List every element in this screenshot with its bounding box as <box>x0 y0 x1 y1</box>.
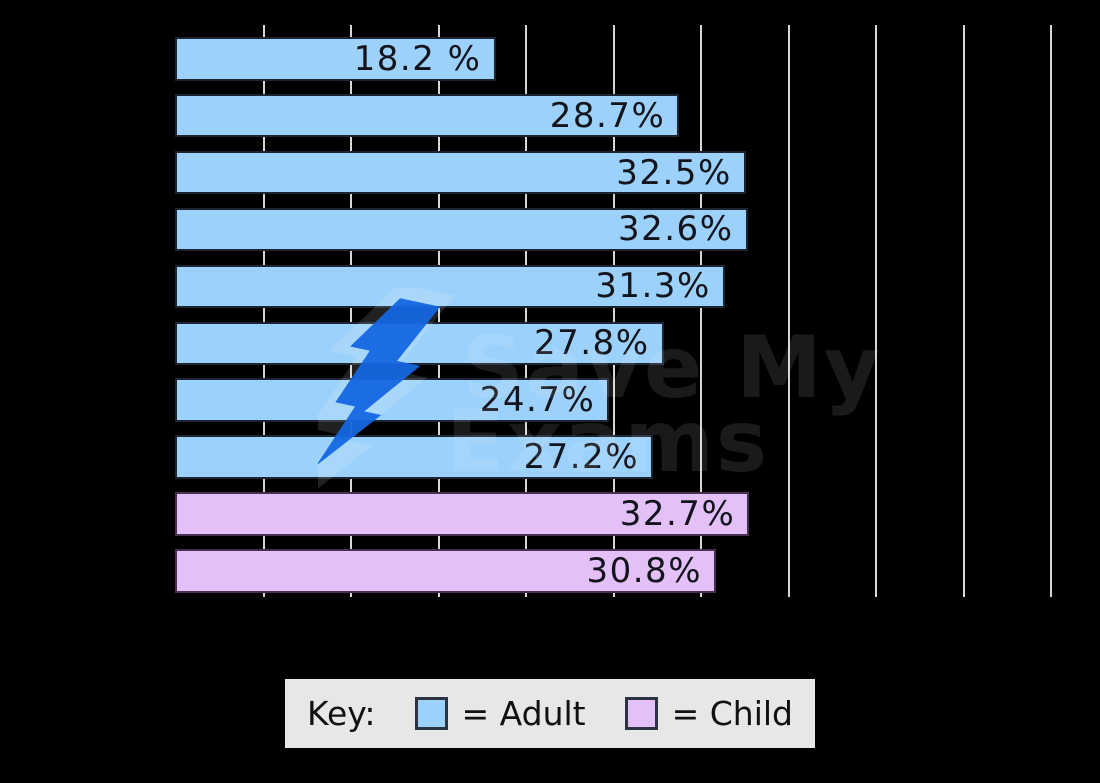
bar-value-label: 32.6% <box>617 209 734 250</box>
legend-title-group: Key: <box>307 694 376 733</box>
bar-value-label: 24.7% <box>479 380 596 421</box>
gridline <box>525 25 527 597</box>
bar-adult: 27.2% <box>175 435 653 479</box>
legend-entry-adult: = Adult <box>414 694 586 733</box>
bar-value-label: 32.5% <box>616 152 732 193</box>
legend-swatch-child-icon <box>624 697 658 730</box>
legend-title: Key: <box>307 694 376 733</box>
bar-adult: 28.7% <box>175 93 680 138</box>
legend: Key: = Adult = Child <box>285 679 815 748</box>
gridline <box>262 25 265 597</box>
bar-value-label: 31.3% <box>595 266 711 307</box>
bar-adult: 32.6% <box>175 207 748 252</box>
gridline <box>875 25 877 597</box>
gridline <box>612 25 615 597</box>
gridline <box>787 25 790 597</box>
bar-value-label: 27.8% <box>533 323 650 364</box>
gridline <box>962 25 965 597</box>
bar-adult: 31.3% <box>175 264 725 309</box>
bar-adult: 27.8% <box>175 321 664 365</box>
gridline <box>700 25 702 597</box>
gridline <box>1050 25 1052 597</box>
bar-adult: 32.5% <box>175 150 746 195</box>
bar-child: 32.7% <box>175 492 750 536</box>
bar-value-label: 18.2 % <box>353 38 482 79</box>
bar-value-label: 30.8% <box>586 550 702 591</box>
legend-label-child: = Child <box>671 694 793 733</box>
bar-adult: 18.2 % <box>175 37 496 81</box>
bar-child: 30.8% <box>175 549 716 593</box>
bar-adult: 24.7% <box>175 378 610 422</box>
bar-value-label: 27.2% <box>523 437 639 478</box>
legend-swatch-adult-icon <box>414 697 448 730</box>
bar-value-label: 32.7% <box>619 493 736 534</box>
legend-entry-child: = Child <box>624 694 793 733</box>
legend-label-adult: = Adult <box>461 694 586 733</box>
bar-value-label: 28.7% <box>549 95 666 136</box>
